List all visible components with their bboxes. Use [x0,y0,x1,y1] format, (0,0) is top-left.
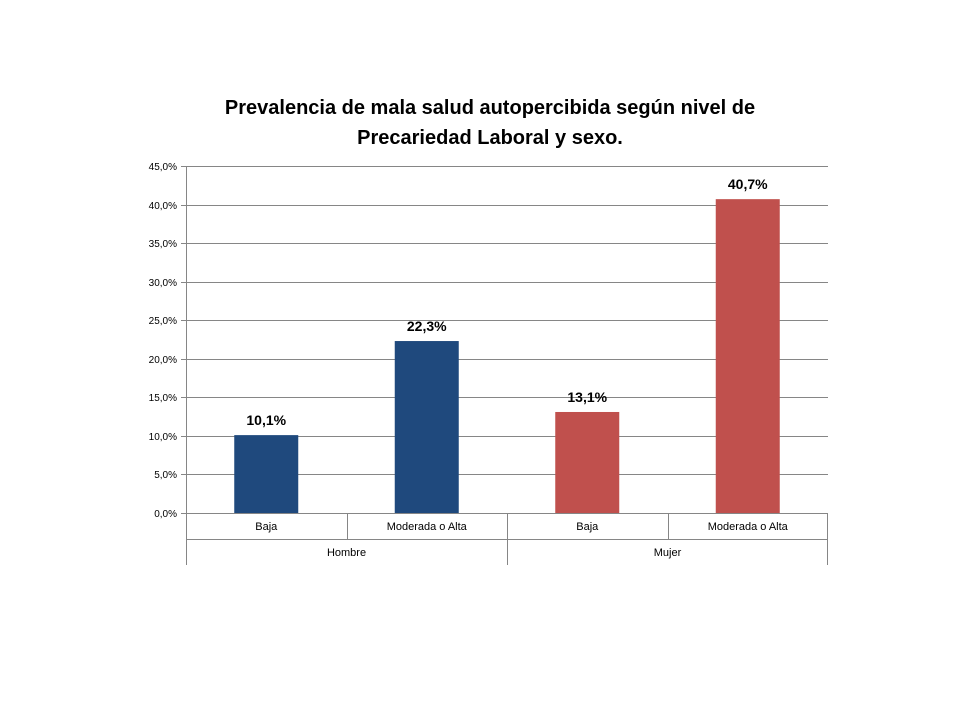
data-label: 40,7% [728,176,768,192]
chart-title-line-2: Precariedad Laboral y sexo. [357,127,623,149]
data-label: 22,3% [407,318,447,334]
group-label: Hombre [327,547,366,559]
category-label: Moderada o Alta [387,521,468,533]
y-tick-label: 0,0% [154,509,177,520]
data-label: 10,1% [246,412,286,428]
y-tick-label: 35,0% [149,239,177,250]
bar [394,341,459,513]
category-label: Baja [255,521,278,533]
bar [715,199,780,513]
category-label: Baja [576,521,599,533]
category-label: Moderada o Alta [708,521,789,533]
data-label: 13,1% [567,389,607,405]
labels: 0,0% 5,0% 10,0% 15,0% 20,0% 25,0% 30,0% 35,0% 40… [149,162,789,559]
y-tick-label: 30,0% [149,278,177,289]
axes [186,166,828,565]
chart-title: Prevalencia de mala salud autopercibida … [180,93,800,153]
y-tick-label: 20,0% [149,355,177,366]
y-tick-label: 15,0% [149,393,177,404]
y-tick-label: 10,0% [149,432,177,443]
y-tick-label: 5,0% [154,470,177,481]
chart-title-line-1: Prevalencia de mala salud autopercibida … [224,97,756,119]
bar [555,411,620,513]
y-tick-label: 40,0% [149,201,177,212]
y-tick-label: 25,0% [149,316,177,327]
bars [234,199,780,513]
bar [234,435,299,513]
group-label: Mujer [654,547,682,559]
y-tick-label: 45,0% [149,162,177,173]
